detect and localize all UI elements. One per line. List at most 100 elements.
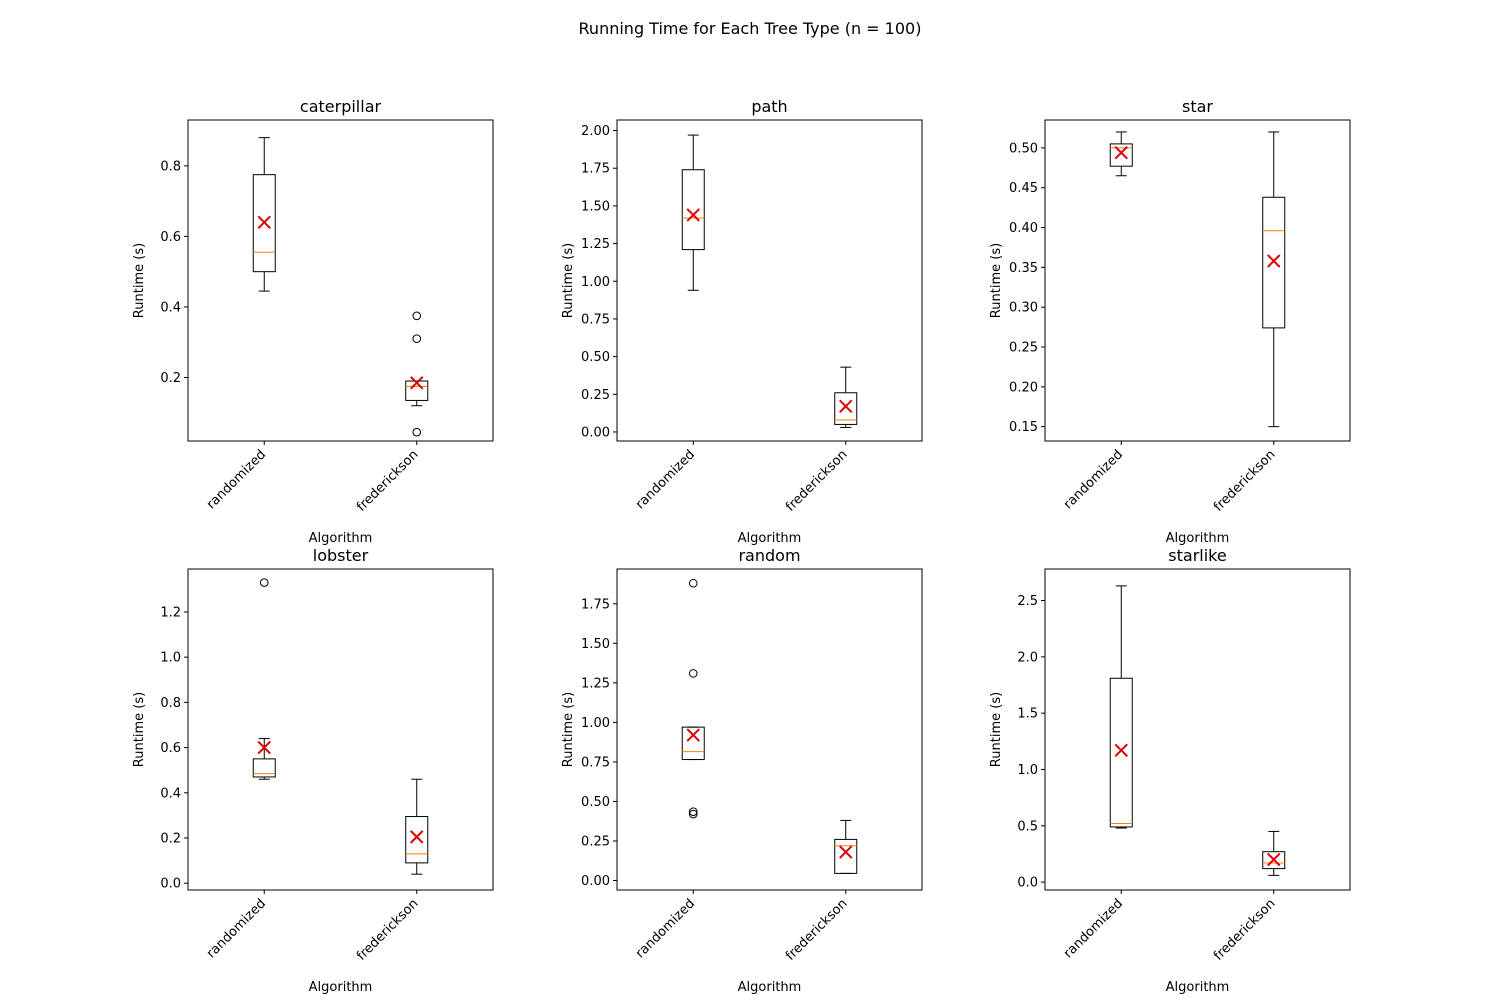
y-tick-label: 2.5 [1017,594,1038,609]
x-tick-label: frederickson [783,447,851,515]
y-axis-label: Runtime (s) [989,243,1004,318]
y-tick-label: 0.0 [160,877,181,892]
figure-title: Running Time for Each Tree Type (n = 100… [579,19,922,38]
mean-marker [257,740,271,755]
y-tick-label: 0.00 [581,425,610,440]
box-randomized [252,137,276,292]
y-tick-label: 1.0 [1017,763,1038,778]
y-axis-label: Runtime (s) [132,243,147,318]
y-tick-label: 0.50 [581,795,610,810]
y-tick-label: 0.0 [1017,876,1038,891]
mean-marker [839,399,853,414]
x-axis-label: Algorithm [1166,531,1230,546]
y-tick-label: 0.35 [1009,261,1038,276]
iqr-box [405,380,429,401]
box-frederickson [405,778,429,875]
box-frederickson [1262,830,1286,876]
outlier-point [688,807,698,817]
y-tick-label: 1.50 [581,637,610,652]
mean-marker [1114,145,1128,160]
outlier-point [412,427,422,437]
x-axis-label: Algorithm [309,980,373,995]
y-axis-label: Runtime (s) [132,692,147,767]
axes-frame [616,119,923,442]
y-tick-label: 0.4 [160,786,181,801]
outlier-point [688,578,698,588]
iqr-box [1109,143,1133,167]
subplot-title: lobster [313,546,369,565]
iqr-box [834,838,858,874]
x-axis-label: Algorithm [309,531,373,546]
x-tick-label: frederickson [783,896,851,964]
iqr-box [1262,196,1286,329]
y-tick-label: 0.8 [160,696,181,711]
y-tick-label: 0.75 [581,755,610,770]
box-randomized [252,578,276,780]
y-tick-label: 0.5 [1017,819,1038,834]
mean-marker [410,830,424,844]
y-tick-label: 0.75 [581,312,610,327]
subplot-star: star 0.15 0.20 0.25 0.30 0.35 0.40 0.45 0.50 Runt… [989,97,1351,546]
y-tick-label: 0.50 [581,350,610,365]
x-tick-label: randomized [633,447,698,512]
subplot-title: caterpillar [300,97,382,116]
mean-marker [1267,852,1281,867]
axes-frame [616,568,923,891]
y-axis-label: Runtime (s) [561,692,576,767]
iqr-box [681,169,705,251]
y-tick-label: 1.75 [581,597,610,612]
mean-marker [839,845,853,859]
outlier-point [688,809,698,819]
mean-marker [686,728,700,742]
y-tick-label: 0.8 [160,159,181,174]
axes-frame [1044,568,1351,891]
x-axis-label: Algorithm [1166,980,1230,995]
iqr-box [1262,851,1286,870]
subplot-title: starlike [1168,546,1226,565]
subplot-caterpillar: caterpillar 0.2 0.4 0.6 0.8 Runtime (s) random… [132,97,494,546]
y-tick-label: 0.6 [160,230,181,245]
iqr-box [681,726,705,761]
x-axis-label: Algorithm [738,531,802,546]
outlier-point [688,669,698,678]
x-tick-label: randomized [204,447,269,512]
y-tick-label: 1.0 [160,651,181,666]
y-tick-label: 0.00 [581,874,610,889]
subplot-title: random [738,546,800,565]
iqr-box [1109,677,1133,828]
x-tick-label: frederickson [1211,447,1279,515]
subplot-title: path [751,97,787,116]
x-axis-label: Algorithm [738,980,802,995]
y-tick-label: 1.25 [581,237,610,252]
y-tick-label: 1.75 [581,162,610,177]
subplot-title: star [1182,97,1213,116]
box-randomized [1109,585,1133,829]
mean-marker [686,208,700,222]
y-tick-label: 1.25 [581,676,610,691]
subplot-random: random 0.00 0.25 0.50 0.75 1.00 1.25 1.50 1.75 Ru… [561,546,923,995]
y-tick-label: 1.5 [1017,707,1038,722]
iqr-box [252,174,276,273]
y-tick-label: 1.50 [581,199,610,214]
y-tick-label: 0.40 [1009,221,1038,236]
y-tick-label: 1.00 [581,716,610,731]
box-frederickson [1262,131,1286,428]
axes-frame [187,119,494,442]
outlier-point [259,578,269,587]
y-tick-label: 0.50 [1009,141,1038,156]
iqr-box [405,816,429,864]
subplot-path: path 0.00 0.25 0.50 0.75 1.00 1.25 1.50 1.75 2.00… [561,97,923,546]
x-tick-label: frederickson [1211,896,1279,964]
y-tick-label: 0.25 [581,834,610,849]
subplot-lobster: lobster 0.0 0.2 0.4 0.6 0.8 1.0 1.2 Runtime (s) r… [132,546,494,995]
axes-frame [1044,119,1351,442]
y-axis-label: Runtime (s) [561,243,576,318]
y-tick-label: 1.00 [581,275,610,290]
subplot-starlike: starlike 0.0 0.5 1.0 1.5 2.0 2.5 Runtime (s) ran… [989,546,1351,995]
box-frederickson [405,311,429,437]
y-tick-label: 1.2 [160,605,181,620]
x-tick-label: frederickson [354,447,422,515]
y-axis-label: Runtime (s) [989,692,1004,767]
